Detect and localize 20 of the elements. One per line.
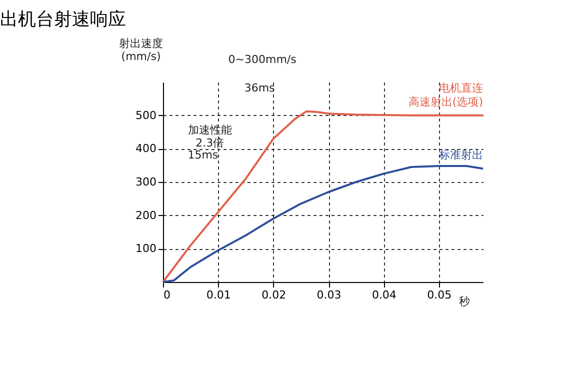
y-tick-label: 400 [136,142,156,156]
chart-title: 出机台射速响应 [0,9,126,30]
annotation: 加速性能 2.3倍 [188,123,232,150]
y-tick-label: 100 [136,242,156,256]
y-axis-title: 射出速度 (mm/s) [119,37,163,63]
y-tick-label: 200 [136,208,156,222]
y-tick-label: 500 [136,108,156,122]
series-label: 标准射出 [438,148,483,162]
x-tick-label: 0.01 [206,288,231,302]
x-tick-label: 0.05 [427,288,452,302]
x-tick-label: 0.03 [316,288,342,302]
annotation: 36ms [244,82,276,95]
annotation: 15ms [188,148,218,162]
y-tick-label: 300 [136,176,156,188]
x-tick-label: 0 [164,288,170,302]
x-tick-label: 0.02 [262,288,286,302]
series-label: 电机直连高速射出(选项) [408,81,483,108]
x-axis-title: 秒 [458,295,470,308]
text: 0~300mm/s [228,53,297,66]
x-tick-label: 0.04 [372,288,396,302]
